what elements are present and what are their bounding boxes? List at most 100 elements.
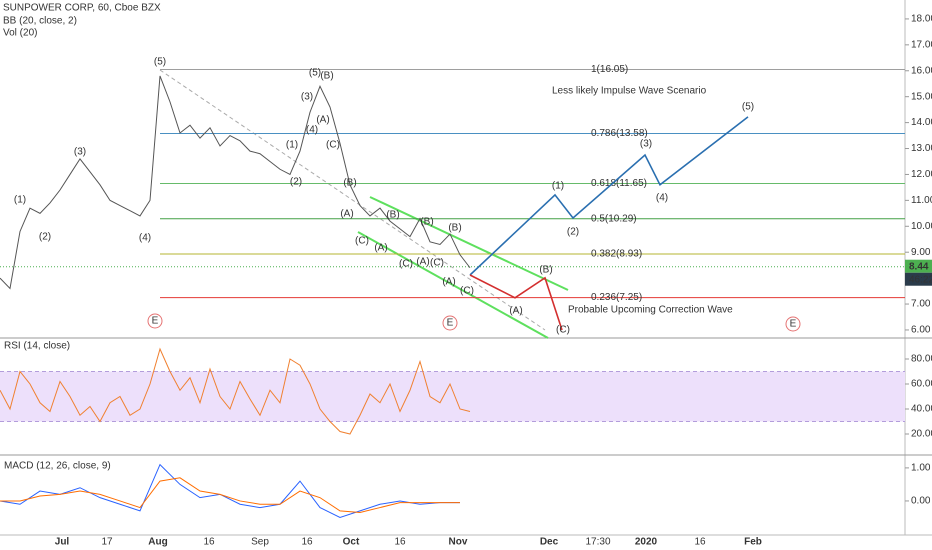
y-tick-label: 16.00 (911, 65, 932, 76)
wave-label: (3) (74, 147, 86, 158)
wave-label: (A) (509, 306, 522, 317)
wave-label: (C) (399, 259, 413, 270)
y-tick-label: 1.00 (911, 463, 931, 474)
wave-label: (1) (552, 181, 564, 192)
wave-label: (2) (290, 177, 302, 188)
wave-label: (C) (430, 258, 444, 269)
wave-label: (B) (448, 223, 461, 234)
wave-label: (B) (420, 217, 433, 228)
wave-label: (4) (306, 125, 318, 136)
event-label: E (447, 318, 454, 329)
time-tag-box (905, 272, 932, 286)
channel-line (357, 231, 549, 339)
pane-title: RSI (14, close) (4, 341, 70, 352)
x-tick-label: 2020 (635, 537, 658, 548)
event-label: E (152, 316, 159, 327)
x-tick-label: Sep (251, 537, 269, 548)
wave-label: (B) (386, 210, 399, 221)
event-icon (147, 313, 163, 329)
x-tick-label: 16 (203, 537, 215, 548)
wave-label: (A) (374, 243, 387, 254)
y-tick-label: 7.00 (911, 299, 931, 310)
annotation: Probable Upcoming Correction Wave (568, 305, 733, 316)
x-tick-label: 16 (694, 537, 706, 548)
wave-label: (B) (343, 178, 356, 189)
wave-label: (A) (340, 209, 353, 220)
wave-label: (A) (316, 115, 329, 126)
wave-label: (3) (640, 139, 652, 150)
trend-line (159, 69, 546, 331)
wave-label: (C) (460, 286, 474, 297)
wave-label: (B) (320, 71, 333, 82)
y-tick-label: 40.00 (911, 404, 932, 415)
wave-label: (5) (309, 68, 321, 79)
price-tag: 8.44 (909, 261, 929, 272)
annotation: Less likely Impulse Wave Scenario (552, 86, 707, 97)
y-tick-label: 6.00 (911, 325, 931, 336)
channel-line (369, 196, 569, 291)
x-tick-label: Oct (343, 537, 360, 548)
event-icon (442, 315, 458, 331)
x-tick-label: Dec (540, 537, 559, 548)
wave-label: (5) (742, 102, 754, 113)
wave-label: (5) (154, 57, 166, 68)
wave-label: (C) (355, 236, 369, 247)
rsi-band (0, 371, 905, 422)
y-tick-label: 9.00 (911, 247, 931, 258)
fib-label: 0.236(7.25) (591, 292, 642, 303)
indicator-label: Vol (20) (3, 28, 37, 39)
series-line (469, 116, 749, 276)
wave-label: (1) (14, 195, 26, 206)
y-tick-label: 12.00 (911, 169, 932, 180)
fib-label: 1(16.05) (591, 64, 628, 75)
x-tick-label: Nov (449, 537, 468, 548)
y-tick-label: 14.00 (911, 117, 932, 128)
time-tag: 46:22 (909, 274, 932, 285)
x-tick-label: 17:30 (585, 537, 610, 548)
series-line (0, 477, 460, 514)
series-line (0, 347, 471, 435)
event-label: E (790, 319, 797, 330)
x-tick-label: 16 (301, 537, 313, 548)
wave-label: (A) (442, 277, 455, 288)
y-tick-label: 60.00 (911, 379, 932, 390)
wave-label: (3) (301, 92, 313, 103)
wave-label: (1) (286, 140, 298, 151)
fib-label: 0.5(10.29) (591, 213, 637, 224)
symbol: SUNPOWER CORP, 60, Cboe BZX (3, 3, 161, 14)
wave-label: (B) (539, 265, 552, 276)
series-line (469, 274, 563, 331)
fib-label: 0.382(8.93) (591, 249, 642, 260)
wave-label: (2) (39, 232, 51, 243)
series-line (0, 75, 471, 290)
y-tick-label: 10.00 (911, 221, 932, 232)
y-tick-label: 80.00 (911, 354, 932, 365)
y-tick-label: 18.00 (911, 14, 932, 25)
x-tick-label: 16 (394, 537, 406, 548)
x-tick-label: Jul (55, 537, 70, 548)
wave-label: (C) (556, 325, 570, 336)
y-tick-label: 13.00 (911, 143, 932, 154)
x-tick-label: 17 (101, 537, 113, 548)
event-icon (785, 316, 801, 332)
wave-label: (4) (656, 193, 668, 204)
pane-title: MACD (12, 26, close, 9) (4, 461, 111, 472)
fib-label: 0.786(13.58) (591, 128, 648, 139)
wave-label: (4) (139, 233, 151, 244)
y-tick-label: 15.00 (911, 91, 932, 102)
x-tick-label: Aug (148, 537, 167, 548)
series-line (0, 463, 460, 519)
y-tick-label: 20.00 (911, 429, 932, 440)
wave-label: (C) (326, 140, 340, 151)
y-tick-label: 11.00 (911, 195, 932, 206)
wave-label: (2) (567, 227, 579, 238)
indicator-label: BB (20, close, 2) (3, 16, 77, 27)
y-tick-label: 0.00 (911, 496, 931, 507)
wave-label: (A) (416, 257, 429, 268)
y-tick-label: 17.00 (911, 39, 932, 50)
price-tag-box (905, 259, 932, 273)
fib-label: 0.618(11.65) (591, 178, 647, 189)
x-tick-label: Feb (744, 537, 762, 548)
